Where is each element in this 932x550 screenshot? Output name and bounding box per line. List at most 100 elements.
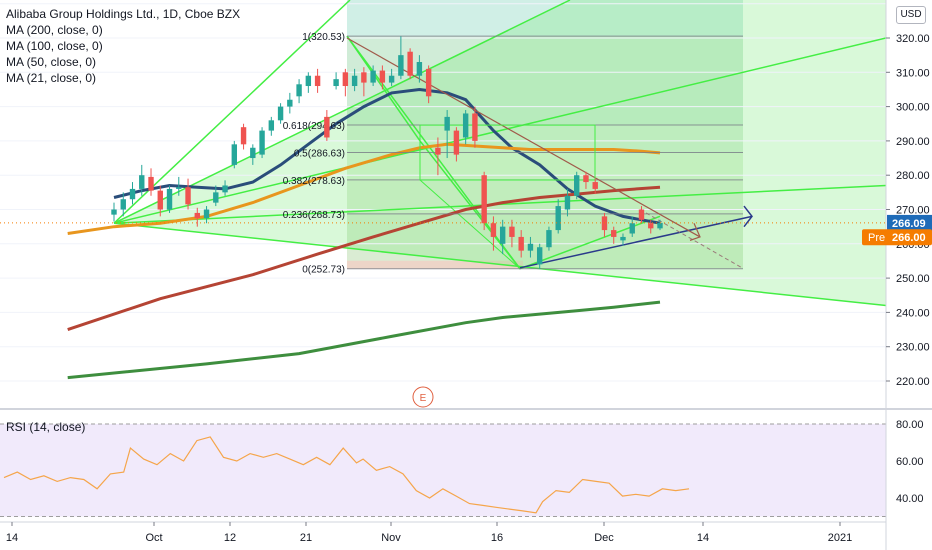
candle-body (148, 176, 154, 191)
x-tick-label: 14 (697, 532, 709, 544)
y-tick-label: 310.00 (896, 67, 930, 79)
candle-body (481, 175, 487, 224)
x-tick-label: Nov (381, 532, 401, 544)
candle-body (139, 175, 145, 189)
candle-body (287, 99, 293, 107)
candle-body (499, 226, 506, 244)
candle-body (296, 84, 302, 97)
legend-title[interactable]: Alibaba Group Holdings Ltd., 1D, Cboe BZ… (6, 7, 241, 21)
candle-body (425, 68, 432, 97)
rsi-band (0, 424, 886, 517)
legend-ma-100[interactable]: MA (100, close, 0) (6, 39, 103, 53)
candle-body (629, 223, 635, 234)
candle-body (453, 130, 460, 155)
legend-ma-200[interactable]: MA (200, close, 0) (6, 23, 103, 37)
candle-body (231, 144, 238, 165)
rsi-legend[interactable]: RSI (14, close) (6, 420, 86, 434)
y-tick-label: 240.00 (896, 307, 930, 319)
ma-line (67, 300, 661, 380)
chart-legend: Alibaba Group Holdings Ltd., 1D, Cboe BZ… (6, 6, 240, 86)
candle-body (111, 209, 117, 215)
legend-ma-21[interactable]: MA (21, close, 0) (6, 71, 97, 85)
fib-level-label: 0.5(286.63) (294, 148, 345, 159)
candle-body (222, 185, 228, 193)
last-price-badge (887, 214, 932, 231)
candle-body (657, 222, 663, 229)
candle-body (268, 120, 275, 131)
x-tick-label: 16 (491, 532, 503, 544)
candle-body (555, 206, 561, 231)
candle-body (620, 236, 626, 241)
y-tick-label: 250.00 (896, 273, 930, 285)
fib-zone-bottom (347, 260, 523, 269)
fibonacci-level-lines: 1(320.53) 0.618(294.63) 0.5(286.63) 0.382(2… (283, 32, 743, 276)
y-tick-label: 230.00 (896, 342, 930, 354)
candle-body (435, 147, 441, 155)
x-tick-label: 21 (300, 532, 312, 544)
candle-body (342, 72, 349, 87)
candle-body (129, 188, 136, 200)
x-tick-label: 14 (6, 532, 18, 544)
ma-line (67, 185, 661, 332)
candle-body (240, 127, 247, 145)
earnings-marker (412, 386, 434, 408)
candle-body (536, 247, 543, 265)
last-price-label: 266.09 (892, 218, 926, 230)
legend-ma-50[interactable]: MA (50, close, 0) (6, 55, 97, 69)
candle-body (444, 116, 450, 131)
candle-body (213, 192, 219, 203)
candle-body (583, 175, 589, 183)
gann-fan-lines (113, 0, 886, 307)
candle-body (564, 195, 571, 210)
currency-badge[interactable]: USD (896, 6, 926, 24)
candle-body (398, 55, 404, 76)
candle-body (509, 226, 515, 237)
candle-body (611, 230, 617, 237)
price-grid (0, 3, 886, 382)
candle-body (388, 75, 395, 83)
ma-line (113, 87, 661, 225)
candle-body (490, 223, 497, 237)
price-labels: 266.09 Pre 266.00 (862, 214, 932, 246)
y-tick-label: 290.00 (896, 136, 930, 148)
range-box (419, 124, 596, 181)
candle-body (120, 199, 126, 210)
candle-body (379, 70, 386, 83)
time-axis: 14 Oct 12 21 Nov 16 Dec 14 2021 (6, 522, 852, 544)
x-tick-label: 2021 (828, 532, 852, 544)
candle-body (462, 113, 469, 138)
candle-body (203, 209, 210, 219)
fib-level-label: 0.236(268.73) (283, 210, 345, 221)
candle-body (333, 79, 339, 87)
fan-line (113, 222, 886, 307)
support-trendline (519, 215, 753, 269)
candle-body (157, 190, 163, 210)
candle-body (361, 72, 367, 83)
y-tick-label: 280.00 (896, 170, 930, 182)
price-pane[interactable]: 1(320.53) 0.618(294.63) 0.5(286.63) 0.382(2… (0, 0, 886, 408)
rsi-pane[interactable] (0, 423, 886, 517)
fib-zone-top (347, 0, 743, 37)
fib-level-label: 0.618(294.63) (283, 121, 345, 132)
fan-line (419, 179, 521, 270)
candle-body (250, 147, 256, 159)
rsi-tick-label: 40.00 (896, 493, 924, 505)
candle-body (370, 70, 376, 83)
y-tick-label: 220.00 (896, 376, 930, 388)
candle-body (185, 187, 191, 205)
projection-line (639, 209, 743, 269)
candle-body (546, 230, 552, 248)
candle-body (527, 243, 534, 251)
fan-line (346, 35, 661, 270)
rsi-tick-label: 60.00 (896, 456, 924, 468)
fib-level-label: 0(252.73) (302, 265, 345, 276)
candle-body (194, 212, 200, 219)
earnings-marker-label: E (420, 393, 427, 404)
trendline-arrow (689, 222, 701, 241)
fib-level-label: 1(320.53) (302, 32, 345, 43)
pre-market-prefix: Pre (868, 232, 885, 244)
y-tick-label: 300.00 (896, 102, 930, 114)
pre-market-label: 266.00 (892, 232, 926, 244)
